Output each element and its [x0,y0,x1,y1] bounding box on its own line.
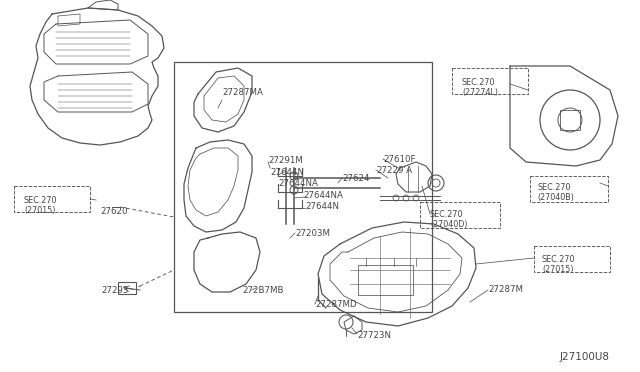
Text: 27293: 27293 [101,286,129,295]
Text: 27287MA: 27287MA [222,88,263,97]
Text: (27015): (27015) [542,265,573,274]
Text: 27287MD: 27287MD [315,300,356,309]
Text: 272B7MB: 272B7MB [242,286,284,295]
Text: (27040D): (27040D) [430,220,467,229]
Bar [534,246,610,272]
Bar [530,176,608,202]
Bar [174,62,432,312]
Text: 27620: 27620 [100,207,127,216]
Text: 27610F: 27610F [383,155,415,164]
Text: 27291M: 27291M [268,156,303,165]
Bar [358,265,413,295]
Text: SEC.270: SEC.270 [537,183,570,192]
Text: SEC.270: SEC.270 [542,255,575,264]
Text: (27015): (27015) [24,206,56,215]
Text: SEC.270: SEC.270 [462,78,495,87]
Text: 27624: 27624 [342,174,369,183]
Text: 27644NA: 27644NA [278,179,318,188]
Text: (27274L): (27274L) [462,88,498,97]
Bar [420,202,500,228]
Text: SEC.270: SEC.270 [430,210,463,219]
Bar [560,110,580,130]
Text: 27203M: 27203M [295,229,330,238]
Text: 27644N: 27644N [305,202,339,211]
Text: 27644NA: 27644NA [303,191,343,200]
Bar [452,68,528,94]
Text: 27287M: 27287M [488,285,523,294]
Text: 27229’A: 27229’A [376,166,412,175]
Text: 27723N: 27723N [357,331,391,340]
Text: 27644N: 27644N [270,168,304,177]
Text: (27040B): (27040B) [537,193,574,202]
Bar [14,186,90,212]
Text: J27100U8: J27100U8 [560,352,610,362]
Text: SEC.270: SEC.270 [24,196,58,205]
Bar [118,282,136,294]
